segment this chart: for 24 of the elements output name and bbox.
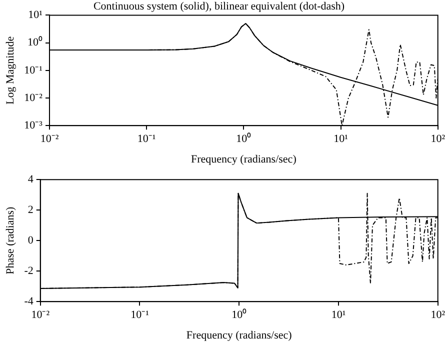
x-tick-label: 10¹ — [334, 133, 348, 146]
y-tick-label: 10¹ — [28, 9, 42, 22]
chart-title: Continuous system (solid), bilinear equivalent (dot-dash) — [93, 0, 345, 12]
y-tick-label: 10⁻³ — [24, 119, 44, 132]
y-tick-label: 0 — [28, 234, 34, 246]
y-axis-title: Log Magnitude — [4, 36, 16, 104]
x-tick-label: 10⁰ — [236, 132, 252, 146]
x-axis-title: Frequency (radians/sec) — [186, 329, 292, 342]
y-tick-label: 10⁻² — [24, 92, 44, 104]
y-tick-label: 10⁰ — [28, 36, 42, 49]
y-tick-label: 2 — [28, 204, 34, 216]
x-tick-label: 10⁻¹ — [130, 309, 149, 322]
y-tick-label: -4 — [24, 295, 34, 308]
x-tick-label: 10¹ — [331, 309, 346, 322]
x-tick-label: 10² — [430, 133, 446, 146]
x-tick-label: 10² — [430, 309, 446, 322]
x-tick-label: 10⁻² — [40, 133, 60, 146]
y-axis-title: Phase (radians) — [4, 206, 16, 274]
y-tick-label: -2 — [24, 264, 34, 277]
x-tick-label: 10⁻¹ — [137, 133, 156, 146]
x-axis-title: Frequency (radians/sec) — [190, 153, 297, 166]
y-tick-label: 10⁻¹ — [24, 64, 42, 76]
x-tick-label: 10⁰ — [232, 308, 247, 322]
y-tick-label: 4 — [28, 173, 34, 186]
